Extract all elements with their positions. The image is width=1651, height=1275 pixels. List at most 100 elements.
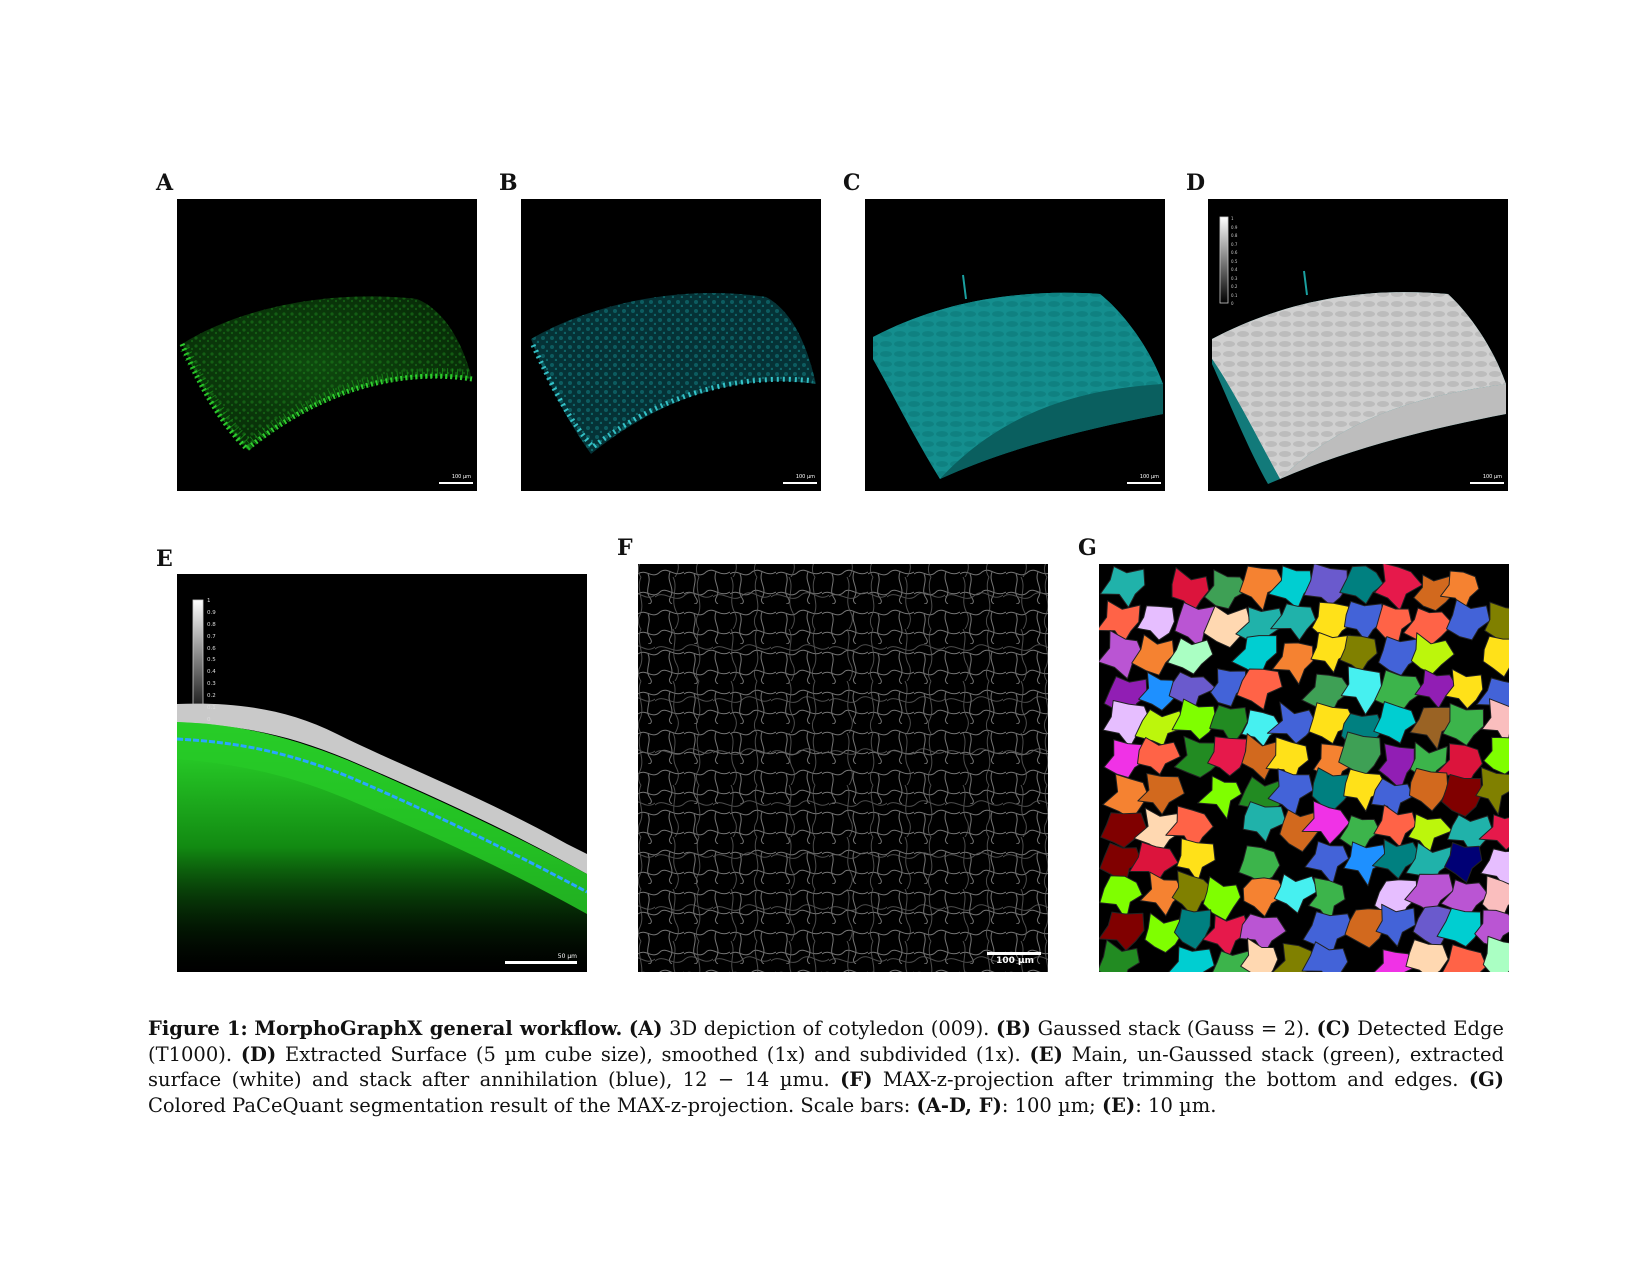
segmented-cell — [1343, 841, 1388, 887]
segmented-cell — [1308, 877, 1346, 924]
segmented-cell — [1482, 635, 1509, 678]
colorbar-tick-label: 0.2 — [1231, 284, 1238, 289]
segmented-cell — [1241, 733, 1281, 781]
figure-label: Figure 1: — [148, 1017, 248, 1040]
segmented-cell — [1168, 946, 1215, 972]
segmented-cell — [1374, 564, 1423, 611]
colorbar-tick-label: 0.7 — [1231, 241, 1238, 247]
segmented-cell — [1279, 809, 1322, 853]
caption-tag: (F) — [840, 1068, 873, 1091]
panel-label-a: A — [156, 170, 174, 196]
segmented-cell — [1371, 778, 1414, 818]
segmented-cell — [1236, 668, 1283, 711]
caption-text: 3D depiction of cotyledon (009). — [669, 1017, 990, 1040]
scale-bar — [987, 952, 1041, 955]
segmented-cell — [1203, 605, 1252, 649]
segmented-cell — [1414, 669, 1458, 709]
segmented-cell — [1241, 709, 1282, 747]
panel-label-e: E — [156, 546, 173, 572]
caption-tag: (E) — [1101, 1093, 1136, 1117]
segmented-cell — [1171, 698, 1217, 741]
panel-c-image: 100 µm — [865, 199, 1165, 491]
segmented-cell — [1407, 813, 1453, 855]
segmented-cell — [1138, 671, 1181, 711]
segmented-cell — [1240, 937, 1279, 972]
caption-tag: (E) — [1029, 1042, 1063, 1066]
panel-label-f: F — [617, 535, 633, 561]
colorbar-tick-label: 0.5 — [207, 657, 216, 664]
segmented-cell — [1144, 912, 1183, 954]
colorbar-tick-label: 0.1 — [207, 705, 216, 712]
colorbar-tick-label: 0.9 — [1231, 224, 1238, 230]
cross-section-stack — [177, 599, 587, 972]
segmented-cell — [1310, 631, 1351, 674]
segmented-cell — [1267, 768, 1314, 817]
scale-bar — [505, 961, 577, 964]
segmented-cell — [1270, 603, 1317, 641]
segmented-cell — [1403, 607, 1454, 646]
segmented-cell — [1210, 668, 1247, 707]
segmented-cell — [1272, 642, 1314, 685]
segmented-cell — [1343, 600, 1384, 642]
segmented-cell — [1131, 634, 1175, 676]
caption-text: Extracted Surface (5 µm cube size), smoo… — [284, 1042, 1021, 1066]
segmented-cell — [1301, 800, 1350, 845]
caption-tag: (C) — [1316, 1017, 1351, 1040]
colorbar-tick-label: 0.3 — [207, 681, 216, 688]
caption-text: Detected Edge (T1000). — [148, 1017, 1504, 1066]
segmented-cell — [1099, 939, 1140, 972]
scale-bar-text: 100 µm — [1482, 474, 1502, 480]
panel-b-image: 100 µm — [521, 199, 821, 491]
panel-e-image: 1 0.9 0.8 0.7 0.6 0.5 0.4 0.3 0.2 0.1 0 50 µm — [177, 574, 587, 972]
segmented-cell — [1266, 701, 1317, 745]
segmented-cell — [1311, 767, 1353, 810]
segmented-cell — [1304, 840, 1350, 885]
segmented-cell — [1480, 848, 1509, 891]
segmented-cell — [1373, 804, 1417, 848]
segmented-cell — [1482, 935, 1509, 972]
colorbar-tick-label: 0.3 — [1231, 275, 1238, 281]
segmented-cell — [1099, 565, 1146, 608]
segmented-cell — [1099, 630, 1143, 680]
segmented-cell — [1137, 772, 1185, 815]
max-z-projection — [638, 564, 1048, 972]
segmented-cell — [1446, 599, 1491, 641]
segmented-cell — [1340, 665, 1383, 716]
figure-caption: Figure 1: MorphoGraphX general workflow.… — [148, 1016, 1504, 1118]
caption-tag: (B) — [996, 1017, 1031, 1040]
scale-bar-text: 50 µm — [557, 953, 577, 960]
caption-text: Gaussed stack (Gauss = 2). — [1037, 1017, 1311, 1040]
segmented-cell — [1339, 815, 1381, 851]
colorbar-tick-label: 0.6 — [207, 645, 216, 652]
segmented-cell — [1099, 911, 1145, 951]
segmented-cell — [1129, 841, 1179, 884]
colorbar-tick-label: 0.8 — [207, 621, 216, 628]
segmented-cell — [1413, 574, 1457, 612]
segmented-cell — [1344, 908, 1387, 949]
segmented-cell — [1273, 873, 1319, 914]
segmented-cell — [1475, 767, 1509, 816]
cotyledon-3d-green — [179, 296, 473, 484]
segmented-cell — [1375, 603, 1412, 647]
detected-edge-surface — [873, 274, 1163, 484]
segmented-cell — [1374, 669, 1424, 713]
segmented-cell — [1378, 636, 1423, 676]
caption-text: : 10 µm. — [1135, 1093, 1217, 1117]
colorbar-tick-label: 0.2 — [207, 693, 216, 700]
colorbar-tick-label: 0.6 — [1231, 250, 1238, 255]
panel-a-image: 100 µm — [177, 199, 477, 491]
colorbar-tick-label: 0 — [1231, 301, 1234, 306]
scale-bar-text: 100 µm — [451, 474, 471, 480]
segmented-cell — [1137, 737, 1181, 775]
panel-label-g: G — [1078, 535, 1097, 561]
segmented-cell — [1171, 870, 1217, 919]
caption-tag: (A-D, F) — [916, 1093, 1002, 1117]
segmented-cell — [1436, 907, 1482, 948]
segmented-cell — [1372, 838, 1422, 880]
segmented-cell — [1444, 842, 1483, 883]
colorbar-tick-label: 0.4 — [207, 669, 216, 676]
scale-bar — [1127, 482, 1161, 484]
caption-text: Colored PaCeQuant segmentation result of… — [148, 1093, 911, 1117]
segmented-cell — [1303, 564, 1348, 606]
colorbar — [192, 599, 204, 721]
